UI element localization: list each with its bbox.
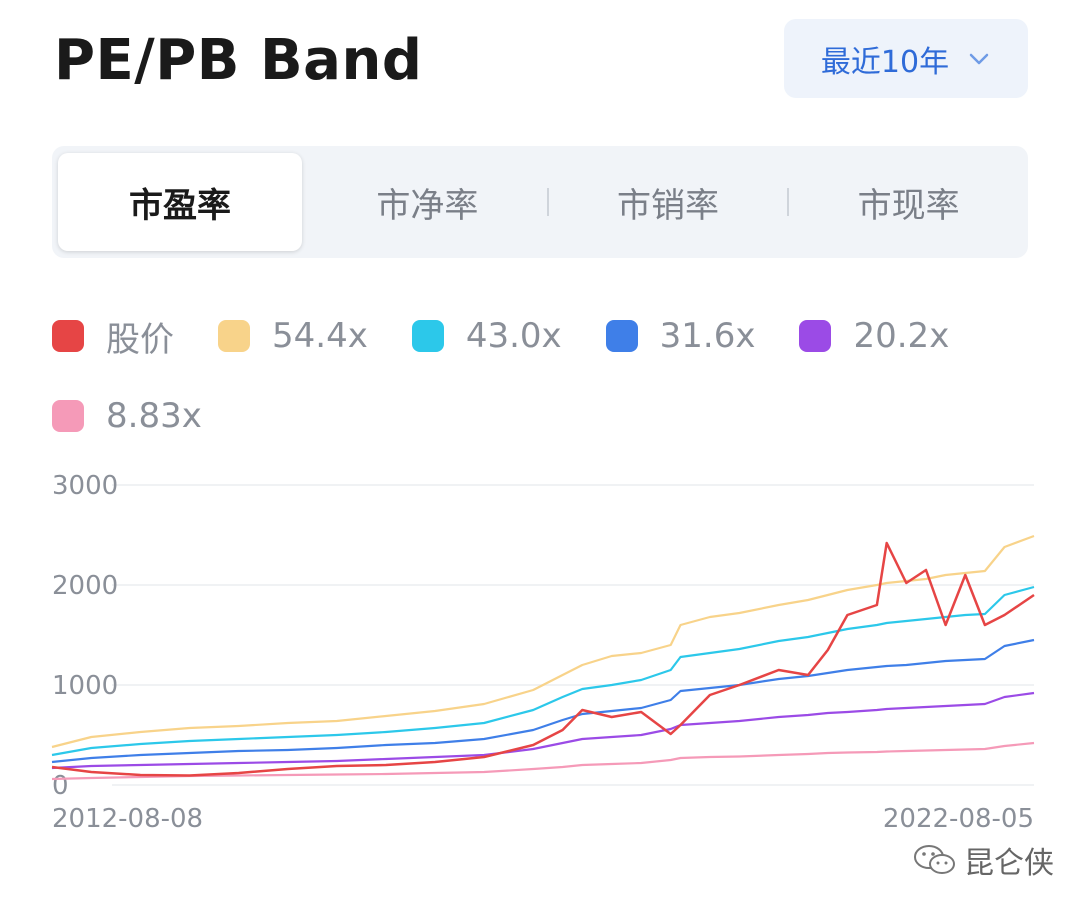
legend-label: 8.83x: [106, 396, 202, 436]
legend-swatch: [218, 320, 250, 352]
legend-item-54x[interactable]: 54.4x: [218, 312, 368, 360]
legend-swatch: [411, 320, 444, 352]
y-tick-label: 0: [52, 771, 69, 801]
tab-pe[interactable]: 市盈率: [58, 153, 302, 251]
series-line-0: [51, 541, 1035, 777]
legend-item-price[interactable]: 股价: [52, 312, 174, 360]
series-line-2: [51, 585, 1035, 757]
chart-legend: 股价 54.4x 43.0x 31.6x 20.2x 8.83x: [52, 312, 1012, 440]
legend-item-8x[interactable]: 8.83x: [52, 392, 202, 440]
series-line-5: [51, 741, 1035, 781]
tab-pb[interactable]: 市净率: [376, 185, 479, 226]
y-tick-label: 3000: [52, 471, 118, 501]
watermark-text: 昆仑侠: [964, 846, 1054, 881]
tab-ps[interactable]: 市销率: [617, 185, 719, 226]
tab-pcf[interactable]: 市现率: [857, 185, 960, 226]
legend-item-31x[interactable]: 31.6x: [605, 312, 756, 360]
legend-label: 54.4x: [272, 316, 368, 356]
legend-label: 31.6x: [659, 316, 756, 356]
x-tick-label: 2012-08-08: [52, 804, 203, 834]
time-range-dropdown[interactable]: 最近10年: [784, 19, 1028, 98]
tab-divider: [787, 188, 790, 216]
series-line-4: [51, 691, 1035, 770]
legend-swatch: [52, 320, 84, 352]
watermark: 昆仑侠: [912, 838, 1054, 882]
legend-label: 20.2x: [853, 316, 950, 356]
tab-divider: [546, 188, 549, 216]
x-tick-label: 2022-08-05: [883, 804, 1034, 834]
chevron-down-icon: [969, 53, 989, 64]
series-line-1: [51, 534, 1035, 749]
series-line-3: [51, 638, 1035, 764]
legend-swatch: [799, 320, 832, 352]
legend-label: 43.0x: [465, 316, 562, 356]
y-tick-label: 1000: [52, 671, 118, 701]
wechat-icon: [914, 845, 955, 874]
legend-item-43x[interactable]: 43.0x: [411, 312, 562, 360]
page-title: PE/PB Band: [54, 28, 423, 93]
legend-swatch: [52, 400, 84, 432]
legend-swatch: [605, 320, 638, 352]
y-tick-label: 2000: [52, 571, 118, 601]
legend-label: 股价: [106, 319, 174, 360]
metric-tabs: 市盈率 市净率 市销率 市现率: [52, 146, 1028, 258]
time-range-label: 最近10年: [820, 44, 950, 80]
legend-item-20x[interactable]: 20.2x: [799, 312, 949, 360]
